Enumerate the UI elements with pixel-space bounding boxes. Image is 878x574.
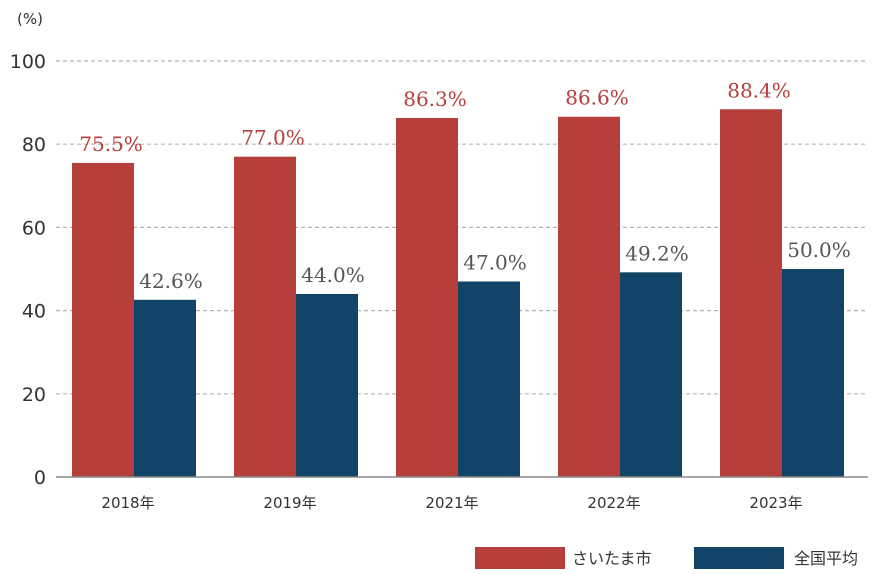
value-label-saitama: 86.6% xyxy=(565,86,629,110)
y-tick-label: 100 xyxy=(10,51,46,73)
value-labels: 75.5% 42.6% 77.0% 44.0% 86.3% 47.0% 86.6% 49.2%… xyxy=(79,78,851,293)
bar-saitama xyxy=(396,117,458,477)
x-category-label: 2018年 xyxy=(101,494,154,512)
bar-saitama xyxy=(234,156,296,477)
y-tick-label: 60 xyxy=(22,217,46,239)
bar-national-average xyxy=(458,281,520,477)
value-label-saitama: 88.4% xyxy=(727,78,791,102)
value-label-saitama: 77.0% xyxy=(241,126,305,150)
y-tick-label: 20 xyxy=(22,384,46,406)
y-tick-label: 40 xyxy=(22,301,46,323)
bars xyxy=(72,109,844,478)
legend-label-saitama: さいたま市 xyxy=(572,549,652,568)
x-category-label: 2023年 xyxy=(749,494,802,512)
value-label-national-average: 42.6% xyxy=(139,269,203,293)
x-category-label: 2021年 xyxy=(425,494,478,512)
x-axis-categories: 2018年 2019年 2021年 2022年 2023年 xyxy=(101,494,802,512)
y-tick-label: 0 xyxy=(34,467,46,489)
bar-saitama xyxy=(720,109,782,478)
value-label-saitama: 75.5% xyxy=(79,132,143,156)
x-category-label: 2019年 xyxy=(263,494,316,512)
bar-national-average xyxy=(782,269,844,477)
legend: さいたま市 全国平均 xyxy=(475,547,858,569)
y-axis-ticks: 0 20 40 60 80 100 xyxy=(10,51,46,489)
bar-saitama xyxy=(72,162,134,478)
value-label-national-average: 50.0% xyxy=(787,238,851,262)
value-label-national-average: 44.0% xyxy=(301,263,365,287)
bar-national-average xyxy=(296,293,358,477)
value-label-saitama: 86.3% xyxy=(403,87,467,111)
legend-swatch-saitama xyxy=(475,547,565,569)
bar-saitama xyxy=(558,116,620,477)
y-tick-label: 80 xyxy=(22,134,46,156)
y-axis-unit-label: (%) xyxy=(17,10,43,28)
bar-national-average xyxy=(620,272,682,477)
bar-national-average xyxy=(134,299,196,477)
x-category-label: 2022年 xyxy=(587,494,640,512)
value-label-national-average: 49.2% xyxy=(625,241,689,265)
legend-label-national-average: 全国平均 xyxy=(794,549,858,568)
value-label-national-average: 47.0% xyxy=(463,250,527,274)
legend-swatch-national-average xyxy=(694,547,784,569)
